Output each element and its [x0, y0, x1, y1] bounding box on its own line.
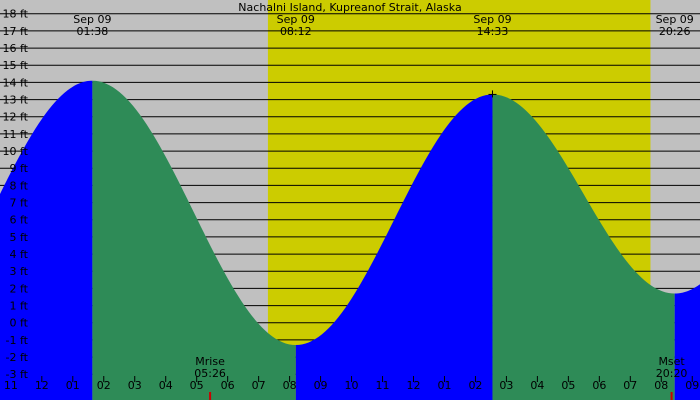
- extreme-time-label: 20:26: [659, 25, 691, 38]
- extreme-time-label: 14:33: [477, 25, 509, 38]
- y-tick-label: 13 ft: [3, 94, 29, 107]
- x-tick-label: 02: [468, 379, 482, 392]
- rising-tide-area: [674, 284, 700, 400]
- chart-title: Nachalni Island, Kupreanof Strait, Alask…: [238, 1, 461, 14]
- rising-tide-area: [0, 80, 93, 400]
- y-tick-label: 12 ft: [3, 111, 29, 124]
- x-tick-label: 01: [437, 379, 451, 392]
- x-tick-label: 08: [283, 379, 297, 392]
- y-tick-label: 15 ft: [3, 59, 29, 72]
- x-tick-label: 05: [190, 379, 204, 392]
- x-tick-label: 11: [376, 379, 390, 392]
- moon-event-label: Mrise: [195, 355, 225, 368]
- tide-areas: [0, 80, 700, 400]
- y-axis-labels: -3 ft -2 ft -1 ft 0 ft 1 ft 2 ft 3 ft 4 ft 5 ft 6…: [3, 8, 29, 382]
- x-tick-label: 06: [592, 379, 606, 392]
- moon-event-time: 05:26: [194, 367, 226, 380]
- x-tick-label: 05: [561, 379, 575, 392]
- y-tick-label: 4 ft: [10, 248, 29, 261]
- y-tick-label: 18 ft: [3, 8, 29, 21]
- x-tick-label: 09: [685, 379, 699, 392]
- y-tick-label: 17 ft: [3, 25, 29, 38]
- y-tick-label: -1 ft: [6, 334, 29, 347]
- moon-event-time: 20:20: [656, 367, 688, 380]
- x-tick-label: 09: [314, 379, 328, 392]
- y-tick-label: -3 ft: [6, 368, 29, 381]
- x-tick-label: 01: [66, 379, 80, 392]
- x-tick-label: 11: [4, 379, 18, 392]
- x-axis-labels: 11 12 01 02 03 04 05 06 07 08 09 10 11 12 01 02 03 04 05 06…: [4, 376, 699, 392]
- extreme-time-label: 01:38: [77, 25, 109, 38]
- extreme-date-label: Sep 09: [656, 13, 694, 26]
- x-tick-label: 06: [221, 379, 235, 392]
- x-tick-label: 03: [128, 379, 142, 392]
- y-tick-label: 16 ft: [3, 42, 29, 55]
- y-tick-label: 9 ft: [10, 162, 29, 175]
- falling-tide-area: [492, 94, 675, 400]
- extreme-date-label: Sep 09: [277, 13, 315, 26]
- x-tick-label: 02: [97, 379, 111, 392]
- y-tick-label: 0 ft: [10, 317, 29, 330]
- y-tick-label: 6 ft: [10, 214, 29, 227]
- y-tick-label: 7 ft: [10, 197, 29, 210]
- rising-tide-area: [295, 94, 493, 400]
- x-tick-label: 10: [345, 379, 359, 392]
- x-tick-label: 07: [252, 379, 266, 392]
- y-tick-label: -2 ft: [6, 351, 29, 364]
- y-tick-label: 2 ft: [10, 282, 29, 295]
- y-tick-label: 10 ft: [3, 145, 29, 158]
- y-tick-label: 1 ft: [10, 300, 29, 313]
- x-tick-label: 12: [406, 379, 420, 392]
- y-tick-label: 5 ft: [10, 231, 29, 244]
- x-tick-label: 12: [35, 379, 49, 392]
- x-tick-label: 07: [623, 379, 637, 392]
- y-tick-label: 3 ft: [10, 265, 29, 278]
- extreme-time-label: 08:12: [280, 25, 312, 38]
- y-tick-label: 11 ft: [3, 128, 29, 141]
- y-tick-label: 14 ft: [3, 76, 29, 89]
- moon-event-label: Mset: [658, 355, 685, 368]
- y-tick-label: 8 ft: [10, 179, 29, 192]
- x-tick-label: 04: [530, 379, 544, 392]
- x-tick-label: 08: [654, 379, 668, 392]
- extreme-date-label: Sep 09: [73, 13, 111, 26]
- x-tick-label: 03: [499, 379, 513, 392]
- falling-tide-area: [92, 80, 296, 400]
- extreme-date-label: Sep 09: [473, 13, 511, 26]
- x-tick-label: 04: [159, 379, 173, 392]
